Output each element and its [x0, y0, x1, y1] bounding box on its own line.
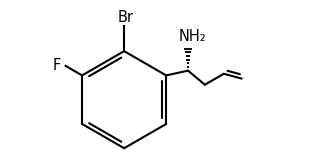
- Text: NH₂: NH₂: [179, 29, 207, 44]
- Text: F: F: [53, 58, 61, 73]
- Text: Br: Br: [118, 11, 134, 25]
